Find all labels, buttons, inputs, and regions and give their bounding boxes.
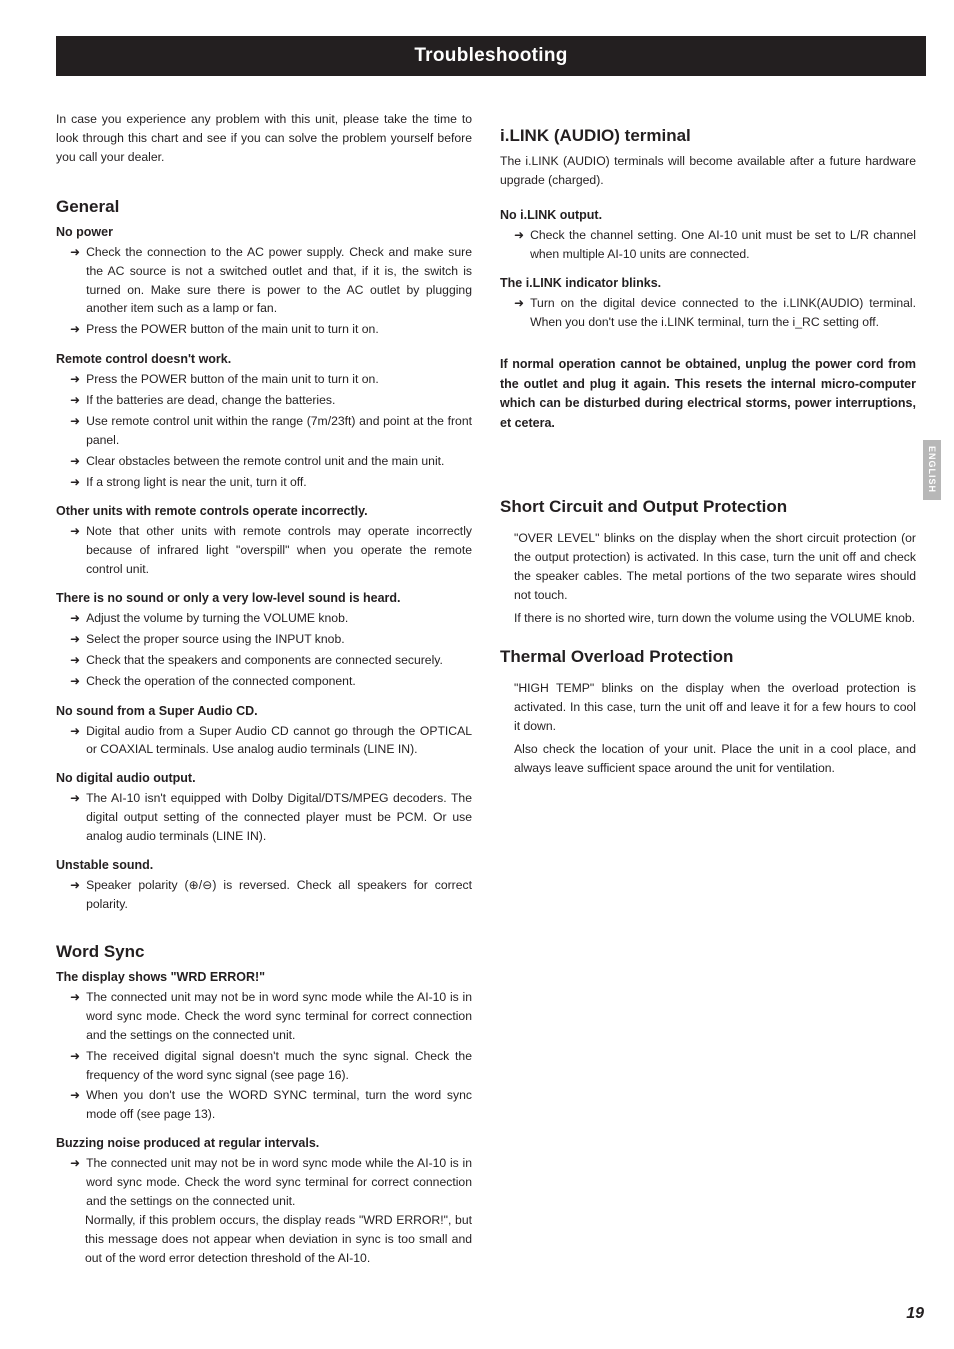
symptom-no-sound: There is no sound or only a very low-lev… xyxy=(56,591,472,605)
notice-block: If normal operation cannot be obtained, … xyxy=(500,355,916,433)
symptom-other-units: Other units with remote controls operate… xyxy=(56,504,472,518)
arrow-icon: ➜ xyxy=(70,391,80,410)
symptom-unstable: Unstable sound. xyxy=(56,858,472,872)
bullets-no-power: ➜Check the connection to the AC power su… xyxy=(56,243,472,340)
symptom-buzzing: Buzzing noise produced at regular interv… xyxy=(56,1136,472,1150)
arrow-icon: ➜ xyxy=(70,1047,80,1085)
symptom-wrd-error: The display shows "WRD ERROR!" xyxy=(56,970,472,984)
bullets-no-ilink: ➜Check the channel setting. One AI-10 un… xyxy=(500,226,916,264)
ilink-lead: The i.LINK (AUDIO) terminals will become… xyxy=(500,152,916,190)
arrow-icon: ➜ xyxy=(70,320,80,339)
arrow-icon: ➜ xyxy=(70,1154,80,1211)
arrow-icon: ➜ xyxy=(70,412,80,450)
short-body2: If there is no shorted wire, turn down t… xyxy=(500,609,916,628)
arrow-icon: ➜ xyxy=(70,522,80,579)
arrow-icon: ➜ xyxy=(70,630,80,649)
arrow-icon: ➜ xyxy=(70,243,80,319)
bullets-other-units: ➜Note that other units with remote contr… xyxy=(56,522,472,579)
bullets-no-sound: ➜Adjust the volume by turning the VOLUME… xyxy=(56,609,472,692)
arrow-icon: ➜ xyxy=(70,651,80,670)
arrow-icon: ➜ xyxy=(70,988,80,1045)
symptom-ilink-blinks: The i.LINK indicator blinks. xyxy=(500,276,916,290)
arrow-icon: ➜ xyxy=(70,609,80,628)
bullets-unstable: ➜Speaker polarity (⊕/⊖) is reversed. Che… xyxy=(56,876,472,914)
bullets-remote: ➜Press the POWER button of the main unit… xyxy=(56,370,472,493)
section-thermal-title: Thermal Overload Protection xyxy=(500,647,916,667)
symptom-no-power: No power xyxy=(56,225,472,239)
arrow-icon: ➜ xyxy=(70,789,80,846)
language-tab: ENGLISH xyxy=(923,440,941,500)
symptom-no-digital: No digital audio output. xyxy=(56,771,472,785)
thermal-body1: "HIGH TEMP" blinks on the display when t… xyxy=(500,679,916,736)
arrow-icon: ➜ xyxy=(70,672,80,691)
thermal-body2: Also check the location of your unit. Pl… xyxy=(500,740,916,778)
arrow-icon: ➜ xyxy=(70,722,80,760)
symptom-no-ilink: No i.LINK output. xyxy=(500,208,916,222)
bullets-ilink-blinks: ➜Turn on the digital device connected to… xyxy=(500,294,916,332)
bullets-no-digital: ➜The AI-10 isn't equipped with Dolby Dig… xyxy=(56,789,472,846)
arrow-icon: ➜ xyxy=(70,876,80,914)
arrow-icon: ➜ xyxy=(70,370,80,389)
symptom-sacd: No sound from a Super Audio CD. xyxy=(56,704,472,718)
symptom-remote: Remote control doesn't work. xyxy=(56,352,472,366)
page-number: 19 xyxy=(906,1305,924,1323)
bullets-sacd: ➜Digital audio from a Super Audio CD can… xyxy=(56,722,472,760)
section-wordsync-title: Word Sync xyxy=(56,942,472,962)
arrow-icon: ➜ xyxy=(514,294,524,332)
section-short-title: Short Circuit and Output Protection xyxy=(500,497,916,517)
bullets-buzzing: ➜The connected unit may not be in word s… xyxy=(56,1154,472,1267)
arrow-icon: ➜ xyxy=(514,226,524,264)
sub-buzzing: Normally, if this problem occurs, the di… xyxy=(56,1211,472,1268)
content-columns: In case you experience any problem with … xyxy=(56,110,916,1290)
arrow-icon: ➜ xyxy=(70,473,80,492)
intro-paragraph: In case you experience any problem with … xyxy=(56,110,472,167)
bullets-wrd-error: ➜The connected unit may not be in word s… xyxy=(56,988,472,1124)
short-body1: "OVER LEVEL" blinks on the display when … xyxy=(500,529,916,605)
section-ilink-title: i.LINK (AUDIO) terminal xyxy=(500,126,916,146)
header-title: Troubleshooting xyxy=(414,45,567,67)
section-general-title: General xyxy=(56,197,472,217)
arrow-icon: ➜ xyxy=(70,1086,80,1124)
header-band: Troubleshooting xyxy=(56,36,926,76)
arrow-icon: ➜ xyxy=(70,452,80,471)
